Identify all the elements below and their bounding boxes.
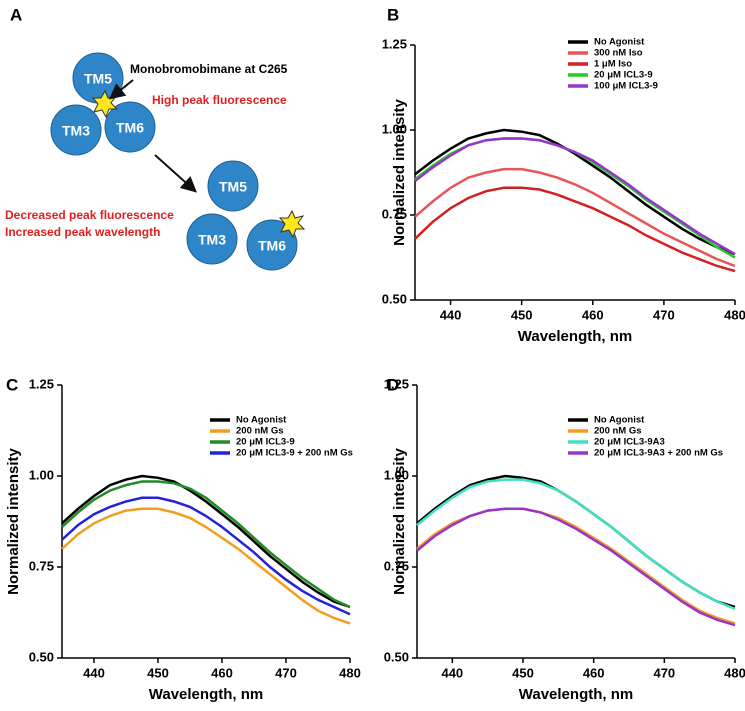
panel-a: A TM5 TM3 TM6 Monobromobimane at C265 Hi… bbox=[5, 5, 306, 271]
y-tick-label: 1.00 bbox=[382, 121, 407, 136]
x-tick-label: 470 bbox=[653, 665, 675, 680]
helix bbox=[186, 213, 238, 265]
annotation: High peak fluorescence bbox=[152, 93, 287, 107]
helix-label: TM5 bbox=[219, 179, 247, 195]
legend-label: 200 nM Gs bbox=[236, 426, 284, 437]
annotation: Monobromobimane at C265 bbox=[130, 62, 288, 76]
legend-label: No Agonist bbox=[594, 415, 645, 426]
chart: B 0.50 0.75 1.00 1.25 440 450 460 470 480 Waveleng… bbox=[382, 5, 745, 344]
helix-label: TM5 bbox=[84, 71, 112, 87]
series-line bbox=[414, 128, 736, 256]
legend-label: 100 μM ICL3-9 bbox=[594, 81, 658, 92]
y-tick-label: 0.50 bbox=[382, 291, 407, 306]
x-tick-label: 450 bbox=[512, 665, 534, 680]
x-tick-label: 450 bbox=[511, 307, 533, 322]
annotation: Decreased peak fluorescence bbox=[5, 208, 174, 222]
y-tick-label: 0.50 bbox=[29, 649, 54, 664]
series-line bbox=[416, 478, 736, 611]
y-tick-label: 1.00 bbox=[384, 467, 409, 482]
y-axis-label: Normalized intensity bbox=[5, 447, 22, 594]
series-line bbox=[61, 507, 351, 625]
y-tick-label: 1.00 bbox=[29, 467, 54, 482]
x-axis-label: Wavelength, nm bbox=[519, 686, 633, 703]
legend-label: 20 μM ICL3-9 bbox=[594, 70, 653, 81]
x-axis-label: Wavelength, nm bbox=[518, 328, 632, 345]
x-tick-label: 480 bbox=[724, 665, 745, 680]
helix bbox=[50, 104, 102, 156]
panel-label: C bbox=[6, 375, 18, 394]
series-line bbox=[61, 474, 351, 609]
chart: D 0.50 0.75 1.00 1.25 440 450 460 470 480 Waveleng… bbox=[384, 375, 745, 702]
probe-star bbox=[278, 209, 306, 239]
legend-label: 300 nM Iso bbox=[594, 48, 643, 59]
series-line bbox=[416, 474, 736, 609]
y-tick-label: 0.50 bbox=[384, 649, 409, 664]
y-axis-label: Normalized intensity bbox=[391, 447, 408, 594]
legend-label: 20 μM ICL3-9 bbox=[236, 437, 295, 448]
x-tick-label: 460 bbox=[583, 665, 605, 680]
series-line bbox=[414, 186, 736, 273]
panel-label: D bbox=[387, 375, 399, 394]
panel-label: B bbox=[387, 5, 399, 24]
y-tick-label: 0.75 bbox=[29, 558, 54, 573]
series-line bbox=[61, 480, 351, 609]
x-tick-label: 470 bbox=[275, 665, 297, 680]
x-tick-label: 440 bbox=[441, 665, 463, 680]
series-line bbox=[416, 507, 736, 627]
y-tick-label: 1.25 bbox=[382, 36, 407, 51]
helix-label: TM6 bbox=[258, 238, 286, 254]
y-tick-label: 1.25 bbox=[384, 376, 409, 391]
x-tick-label: 450 bbox=[147, 665, 169, 680]
helix-label: TM6 bbox=[116, 120, 144, 136]
x-tick-label: 470 bbox=[653, 307, 675, 322]
x-axis-label: Wavelength, nm bbox=[149, 686, 263, 703]
arrow bbox=[154, 154, 197, 193]
chart: C 0.50 0.75 1.00 1.25 440 450 460 470 480 Waveleng… bbox=[5, 375, 361, 702]
x-tick-label: 440 bbox=[83, 665, 105, 680]
y-tick-label: 0.75 bbox=[384, 558, 409, 573]
series-line bbox=[61, 496, 351, 616]
series-line bbox=[414, 137, 736, 256]
helix bbox=[207, 160, 259, 212]
y-tick-label: 0.75 bbox=[382, 206, 407, 221]
legend-label: 20 μM ICL3-9 + 200 nM Gs bbox=[236, 448, 353, 459]
x-tick-label: 480 bbox=[724, 307, 745, 322]
x-tick-label: 480 bbox=[339, 665, 361, 680]
annotation: Increased peak wavelength bbox=[5, 225, 160, 239]
legend-label: 20 μM ICL3-9A3 bbox=[594, 437, 665, 448]
helix-label: TM3 bbox=[62, 123, 90, 139]
legend-label: 20 μM ICL3-9A3 + 200 nM Gs bbox=[594, 448, 723, 459]
series-line bbox=[414, 167, 736, 268]
x-tick-label: 460 bbox=[211, 665, 233, 680]
helix-label: TM3 bbox=[198, 232, 226, 248]
legend-label: 1 μM Iso bbox=[594, 59, 632, 70]
legend-label: No Agonist bbox=[236, 415, 287, 426]
legend-label: No Agonist bbox=[594, 37, 645, 48]
arrow bbox=[108, 79, 134, 100]
legend-label: 200 nM Gs bbox=[594, 426, 642, 437]
y-axis-label: Normalized intensity bbox=[391, 98, 408, 245]
helix bbox=[246, 219, 298, 271]
x-tick-label: 460 bbox=[582, 307, 604, 322]
y-tick-label: 1.25 bbox=[29, 376, 54, 391]
helix bbox=[104, 101, 156, 153]
panel-label: A bbox=[10, 5, 22, 24]
series-line bbox=[414, 137, 736, 259]
x-tick-label: 440 bbox=[440, 307, 462, 322]
